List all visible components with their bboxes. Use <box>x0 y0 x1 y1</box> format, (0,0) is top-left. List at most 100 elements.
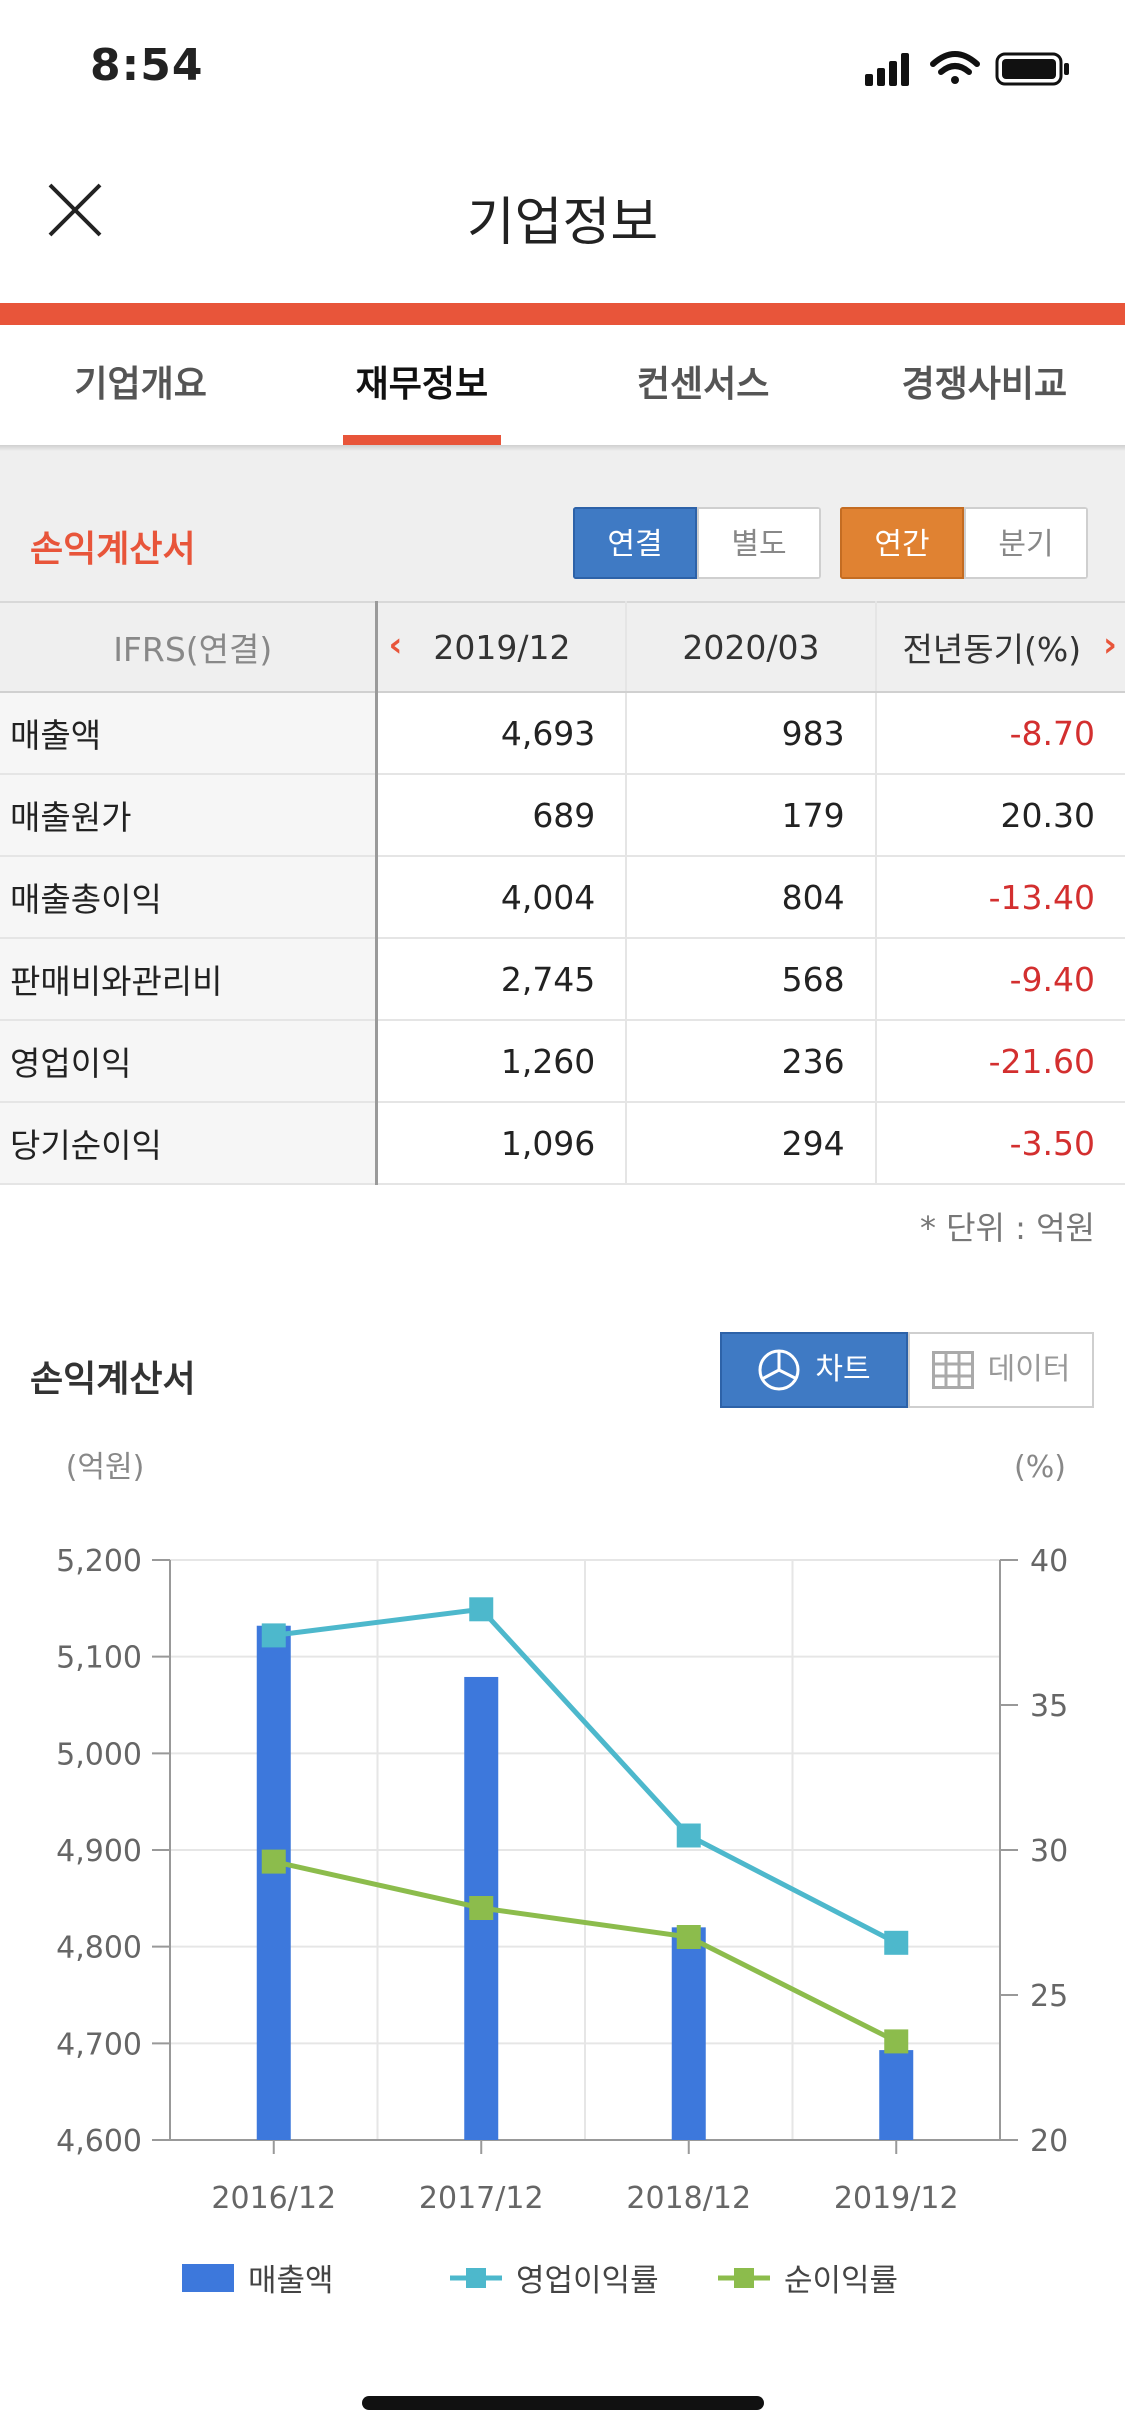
table-header-label: IFRS(연결) <box>0 601 379 693</box>
op-margin-point <box>261 1623 286 1648</box>
row-value: 4,693 <box>376 692 628 775</box>
left-tick-label: 4,900 <box>56 1834 142 1869</box>
left-tick-label: 4,600 <box>56 2124 142 2159</box>
left-tick-label: 4,800 <box>56 1931 142 1966</box>
chart-section-title: 손익계산서 <box>30 1359 196 1400</box>
legend-label: 순이익률 <box>784 2263 899 2299</box>
table-header-row: IFRS(연결) ‹ 2019/12 2020/03 전년동기(%) › <box>0 601 1125 693</box>
table-row: 영업이익 1,260 236 -21.60 <box>0 1020 1125 1103</box>
page-title: 기업정보 <box>466 193 659 253</box>
right-tick-label: 25 <box>1030 1979 1068 2014</box>
status-icons <box>865 48 1075 88</box>
x-tick-label: 2018/12 <box>626 2181 751 2216</box>
row-change: 20.30 <box>875 774 1125 857</box>
view-toggle: 차트 데이터 <box>720 1332 1094 1408</box>
left-tick-label: 5,100 <box>56 1641 142 1676</box>
status-time: 8:54 <box>90 40 204 91</box>
net-margin-point <box>261 1849 286 1874</box>
right-tick-label: 20 <box>1030 2124 1068 2159</box>
x-tick-label: 2016/12 <box>211 2181 336 2216</box>
net-margin-point <box>469 1896 494 1920</box>
income-chart: 4,600 4,700 4,800 4,900 5,000 5,100 5,200 20 25 3… <box>56 1450 1068 2216</box>
row-change: -3.50 <box>875 1102 1125 1185</box>
table-header-col1: ‹ 2019/12 <box>376 601 628 693</box>
right-unit-label: (%) <box>1014 1450 1066 1485</box>
tab-company-overview[interactable]: 기업개요 <box>74 364 207 405</box>
close-icon <box>48 183 102 237</box>
row-label: 매출총이익 <box>0 856 379 939</box>
legend-label: 영업이익률 <box>516 2263 659 2299</box>
row-value: 294 <box>626 1102 877 1185</box>
row-change: -9.40 <box>875 938 1125 1021</box>
revenue-bar <box>671 1927 706 2140</box>
left-tick-label: 4,700 <box>56 2027 142 2062</box>
chart-view-label: 차트 <box>815 1352 871 1387</box>
tab-financial-info[interactable]: 재무정보 <box>281 325 562 445</box>
quarterly-button[interactable]: 분기 <box>964 507 1088 579</box>
row-value: 4,004 <box>376 856 628 939</box>
prev-arrow-icon[interactable]: ‹ <box>388 625 403 665</box>
data-view-label: 데이터 <box>987 1352 1071 1387</box>
row-label: 매출원가 <box>0 774 379 857</box>
row-label: 매출액 <box>0 692 379 775</box>
income-table: IFRS(연결) ‹ 2019/12 2020/03 전년동기(%) › 매출액… <box>0 601 1125 1185</box>
signal-icon <box>865 53 909 86</box>
right-tick-label: 40 <box>1030 1544 1068 1579</box>
tab-bar: 기업개요 재무정보 컨센서스 경쟁사비교 <box>0 325 1125 445</box>
unit-note: * 단위 : 억원 <box>919 1209 1095 1247</box>
table-header-col3: 전년동기(%) › <box>875 601 1125 693</box>
row-label: 당기순이익 <box>0 1102 379 1185</box>
row-value: 983 <box>626 692 877 775</box>
row-value: 236 <box>626 1020 877 1103</box>
pie-chart-icon <box>758 1349 800 1391</box>
separate-button[interactable]: 별도 <box>697 507 821 579</box>
tab-consensus[interactable]: 컨센서스 <box>636 364 770 405</box>
row-value: 689 <box>376 774 628 857</box>
x-tick-label: 2019/12 <box>834 2181 959 2216</box>
legend-item-op-margin: 영업이익률 <box>450 2255 659 2300</box>
legend-label: 매출액 <box>248 2263 334 2299</box>
right-tick-label: 35 <box>1030 1689 1068 1724</box>
consolidation-toggle: 연결 별도 <box>573 507 821 579</box>
left-tick-label: 5,000 <box>56 1737 142 1772</box>
legend-line-swatch <box>718 2267 770 2288</box>
home-indicator <box>362 2396 764 2410</box>
x-tick-label: 2017/12 <box>419 2181 544 2216</box>
period-toggle: 연간 분기 <box>840 507 1088 579</box>
net-margin-point <box>884 2029 909 2054</box>
op-margin-point <box>469 1597 494 1622</box>
right-tick-label: 30 <box>1030 1834 1068 1869</box>
legend-item-net-margin: 순이익률 <box>718 2255 898 2300</box>
net-margin-line <box>273 1859 898 2044</box>
row-value: 179 <box>626 774 877 857</box>
chart-view-button[interactable]: 차트 <box>720 1332 908 1408</box>
income-section-title: 손익계산서 <box>30 529 196 570</box>
row-value: 568 <box>626 938 877 1021</box>
row-value: 804 <box>626 856 877 939</box>
op-margin-line <box>273 1606 898 1946</box>
row-label: 영업이익 <box>0 1020 379 1103</box>
left-unit-label: (억원) <box>66 1450 145 1485</box>
row-value: 2,745 <box>376 938 628 1021</box>
tab-competitor-compare[interactable]: 경쟁사비교 <box>901 364 1068 405</box>
next-arrow-icon[interactable]: › <box>1102 625 1117 665</box>
legend-item-revenue: 매출액 <box>182 2255 334 2300</box>
close-button[interactable] <box>40 175 110 245</box>
battery-icon <box>995 52 1069 86</box>
revenue-bar <box>879 2050 914 2140</box>
row-value: 1,096 <box>376 1102 628 1185</box>
left-tick-label: 5,200 <box>56 1544 142 1579</box>
table-grid-icon <box>931 1351 974 1389</box>
net-margin-point <box>676 1925 701 1949</box>
annual-button[interactable]: 연간 <box>840 507 964 579</box>
legend-line-swatch <box>450 2267 502 2288</box>
row-value: 1,260 <box>376 1020 628 1103</box>
consolidated-button[interactable]: 연결 <box>573 507 697 579</box>
table-header-col2: 2020/03 <box>626 601 877 693</box>
table-row: 매출원가 689 179 20.30 <box>0 774 1125 857</box>
data-view-button[interactable]: 데이터 <box>908 1332 1094 1408</box>
table-row: 매출총이익 4,004 804 -13.40 <box>0 856 1125 939</box>
row-change: -8.70 <box>875 692 1125 775</box>
revenue-bar <box>256 1625 291 2140</box>
row-change: -13.40 <box>875 856 1125 939</box>
